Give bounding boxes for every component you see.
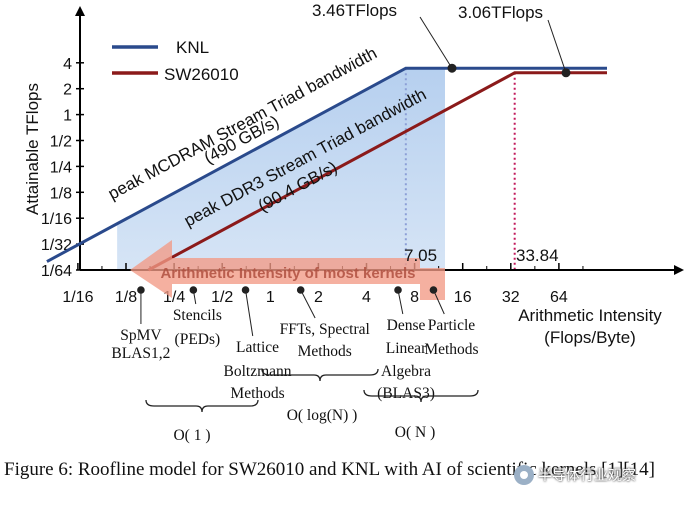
- kernel-label: BLAS1,2: [111, 345, 170, 362]
- watermark: 半导体行业观察: [514, 465, 636, 485]
- x-axis-arrow: [674, 265, 684, 275]
- series-line-sw26010: [147, 71, 607, 272]
- series-line-knl: [46, 66, 607, 263]
- kernel-leader: [433, 289, 445, 315]
- y-tick-label: 1/16: [41, 211, 72, 228]
- complexity-brace: [145, 399, 259, 413]
- kernel-label: Methods: [298, 343, 352, 360]
- x-tick-label: 32: [502, 289, 520, 306]
- kernel-leader: [245, 289, 254, 337]
- sw-peak-leader: [547, 19, 567, 73]
- y-tick-label: 2: [63, 82, 72, 99]
- sw-ridge-label: 33.84: [516, 246, 559, 265]
- figure-caption: Figure 6: Roofline model for SW26010 and…: [4, 459, 655, 480]
- complexity-brace: [261, 368, 379, 382]
- knl-peak-leader: [419, 16, 453, 69]
- x-tick-label: 64: [550, 289, 568, 306]
- y-axis-label: Attainable TFlops: [23, 83, 42, 215]
- kernel-label: Linear: [386, 340, 427, 357]
- complexity-label: O( N ): [395, 424, 435, 441]
- watermark-text: 半导体行业观察: [538, 468, 636, 484]
- y-tick-label: 1/8: [50, 185, 72, 202]
- x-tick-label: 1/2: [211, 289, 233, 306]
- x-axis-label: Arithmetic Intensity: [518, 306, 662, 325]
- sw-peak-label: 3.06TFlops: [458, 3, 543, 22]
- kernel-leader: [300, 289, 316, 319]
- x-tick-label: 8: [410, 289, 419, 306]
- kernel-leader: [192, 289, 197, 305]
- kernel-label: Particle: [428, 317, 475, 334]
- kernel-label: FFTs, Spectral: [280, 321, 370, 338]
- x-tick-label: 16: [454, 289, 472, 306]
- kernel-label: (PEDs): [175, 331, 221, 348]
- kernel-label: Methods: [230, 385, 284, 402]
- knl-peak-label: 3.46TFlops: [312, 1, 397, 20]
- x-axis-label-unit: (Flops/Byte): [544, 328, 636, 347]
- y-tick-label: 1/2: [50, 134, 72, 151]
- legend-label-knl: KNL: [176, 38, 209, 57]
- kernel-band-arrow: [130, 240, 445, 300]
- complexity-label: O( log(N) ): [287, 407, 358, 424]
- bandwidth-shade: [117, 68, 445, 271]
- y-tick-label: 1/4: [50, 159, 72, 176]
- kernel-label: SpMV: [120, 327, 162, 344]
- kernel-label: Algebra: [381, 363, 431, 380]
- x-tick-label: 1: [266, 289, 275, 306]
- y-axis-arrow: [75, 6, 85, 16]
- x-tick-label: 1/16: [62, 289, 93, 306]
- kernel-label: (BLAS3): [377, 385, 435, 402]
- complexity-label: O( 1 ): [173, 427, 210, 444]
- wechat-icon: [514, 465, 534, 485]
- y-tick-label: 4: [63, 56, 72, 73]
- y-tick-label: 1/64: [41, 263, 72, 280]
- legend-box: [104, 34, 266, 90]
- knl-ridge-label: 7.05: [404, 246, 437, 265]
- kernel-label: Lattice: [236, 339, 279, 356]
- complexity-brace: [363, 389, 479, 403]
- x-tick-label: 4: [362, 289, 371, 306]
- kernel-label: Boltzmann: [224, 363, 292, 380]
- y-tick-label: 1: [63, 108, 72, 125]
- kernel-leader: [397, 289, 404, 315]
- kernel-label: Methods: [424, 341, 478, 358]
- x-tick-label: 1/8: [115, 289, 137, 306]
- kernel-band-label: Arithmetic Intensity of most kernels: [160, 265, 415, 282]
- x-tick-label: 2: [314, 289, 323, 306]
- legend-label-sw26010: SW26010: [164, 65, 239, 84]
- kernel-label: Stencils: [173, 307, 222, 324]
- y-tick-label: 1/32: [41, 237, 72, 254]
- kernel-label: Dense: [387, 317, 426, 334]
